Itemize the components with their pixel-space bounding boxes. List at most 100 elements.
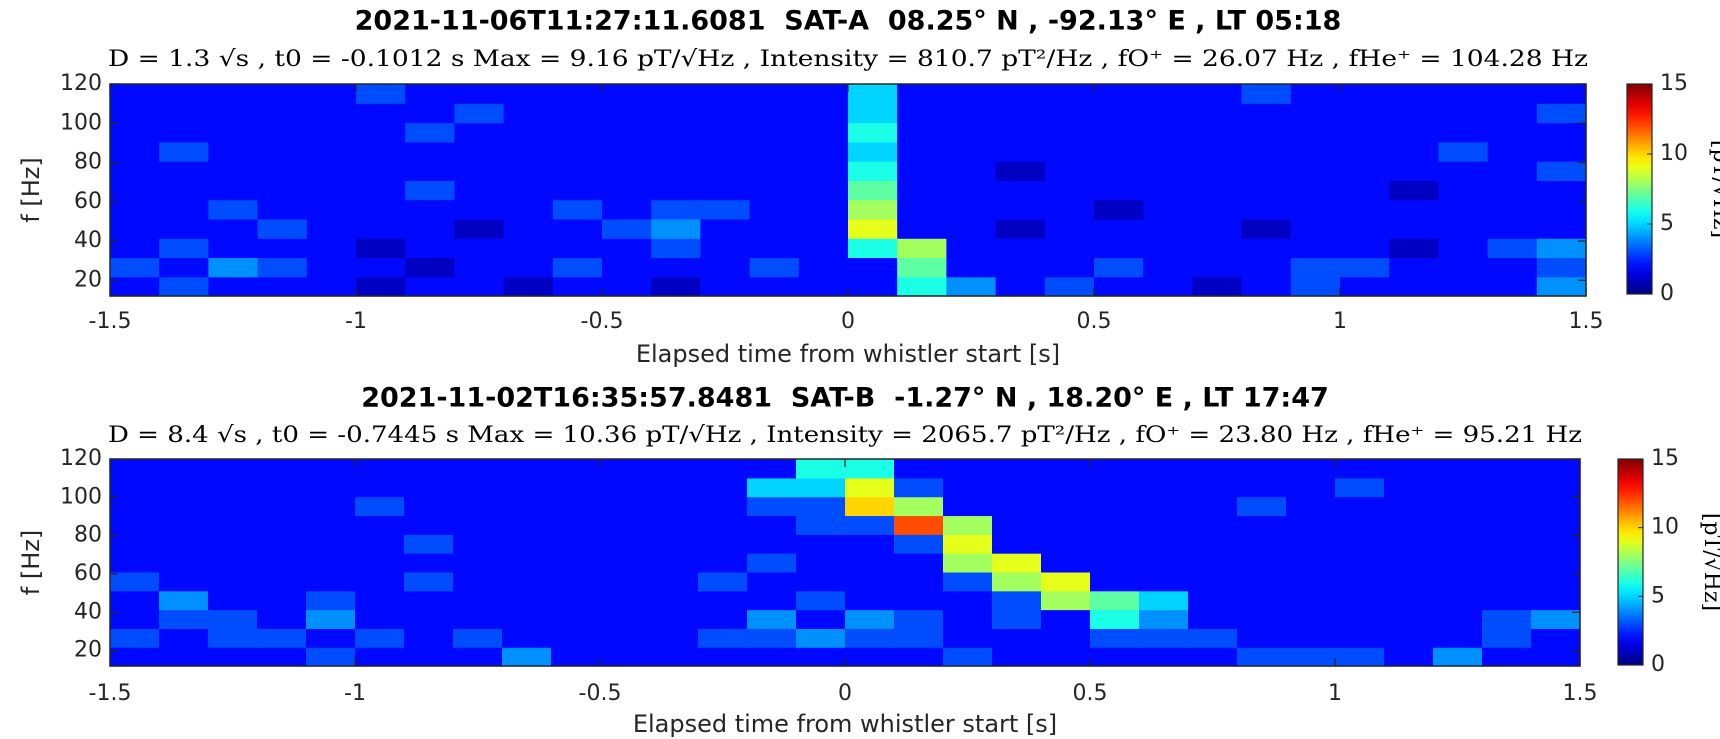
heatmap-cell	[453, 534, 503, 554]
heatmap-cell	[159, 122, 209, 143]
heatmap-cell	[355, 553, 405, 573]
heatmap-cell	[1139, 609, 1189, 629]
heatmap-cell	[503, 276, 554, 297]
heatmap-cell	[208, 571, 258, 592]
heatmap-cell	[552, 161, 603, 181]
heatmap-cell	[796, 628, 846, 648]
heatmap-cell	[1531, 534, 1581, 554]
heatmap-cell	[1531, 609, 1581, 629]
heatmap-cell	[159, 276, 209, 297]
heatmap-cell	[551, 459, 601, 479]
heatmap-cell	[796, 609, 846, 629]
heatmap-cell	[700, 238, 751, 259]
heatmap-cell	[1384, 553, 1434, 573]
heatmap-cell	[306, 141, 357, 162]
heatmap-cell	[405, 84, 455, 104]
heatmap-cell	[747, 647, 797, 667]
heatmap-cell	[600, 459, 650, 479]
heatmap-cell	[356, 199, 406, 220]
heatmap-cell	[257, 590, 307, 611]
heatmap-cell	[1094, 84, 1144, 104]
heatmap-cell	[1389, 141, 1439, 162]
heatmap-cell	[602, 161, 652, 181]
heatmap-cell	[1241, 161, 1292, 181]
heatmap-cell	[257, 141, 308, 162]
heatmap-cell	[306, 515, 356, 535]
heatmap-cell	[995, 257, 1046, 278]
heatmap-cell	[1237, 459, 1287, 479]
heatmap-cell	[208, 103, 259, 124]
heatmap-cell	[306, 534, 356, 554]
heatmap-cell	[110, 84, 160, 104]
heatmap-cell	[798, 218, 849, 239]
heatmap-cell	[845, 647, 895, 667]
heatmap-cell	[602, 103, 652, 124]
heatmap-cell	[306, 477, 356, 498]
heatmap-cell	[602, 180, 652, 201]
heatmap-cell	[1090, 609, 1140, 629]
heatmap-cell	[208, 276, 259, 297]
heatmap-cell	[257, 218, 308, 239]
heatmap-cell	[1340, 122, 1390, 143]
heatmap-cell	[1438, 180, 1489, 201]
heatmap-cell	[943, 647, 993, 667]
heatmap-cell	[503, 141, 554, 162]
heatmap-cell	[551, 477, 601, 498]
heatmap-cell	[355, 496, 405, 517]
heatmap-cell	[552, 103, 603, 124]
heatmap-cell	[897, 218, 947, 239]
heatmap-cell	[1290, 276, 1341, 297]
heatmap-cell	[1044, 161, 1095, 181]
heatmap-cell	[355, 609, 405, 629]
heatmap-cell	[747, 628, 797, 648]
heatmap-cell	[1433, 628, 1483, 648]
heatmap-cell	[1335, 459, 1385, 479]
heatmap-cell	[1290, 141, 1341, 162]
heatmap-cell	[1482, 571, 1532, 592]
heatmap-cell	[257, 647, 307, 667]
heatmap-cell	[649, 496, 699, 517]
heatmap-cell	[1192, 122, 1243, 143]
heatmap-cell	[110, 161, 160, 181]
heatmap-cell	[405, 161, 455, 181]
heatmap-cell	[700, 276, 751, 297]
heatmap-cell	[257, 257, 308, 278]
heatmap-cell	[651, 276, 701, 297]
heatmap-cell	[848, 199, 898, 220]
heatmap-cell	[600, 647, 650, 667]
heatmap-cell	[1335, 609, 1385, 629]
heatmap-cell	[208, 84, 259, 104]
heatmap-cell	[552, 180, 603, 201]
colorbar-tick-label: 0	[1660, 281, 1674, 306]
y-tick-label: 60	[74, 189, 102, 214]
heatmap-cell	[700, 180, 751, 201]
heatmap-cell	[306, 161, 357, 181]
heatmap-cell	[1487, 141, 1538, 162]
heatmap-cell	[1192, 257, 1243, 278]
heatmap-cell	[943, 609, 993, 629]
heatmap-cell	[796, 515, 846, 535]
heatmap-cell	[159, 590, 209, 611]
y-tick-label: 40	[74, 228, 102, 253]
heatmap-cell	[1094, 141, 1144, 162]
heatmap-cell	[551, 628, 601, 648]
heatmap-cell	[1237, 647, 1287, 667]
heatmap-cell	[1041, 590, 1091, 611]
heatmap-cell	[747, 496, 797, 517]
heatmap-cell	[159, 459, 209, 479]
heatmap-cell	[502, 590, 552, 611]
heatmap-cell	[845, 459, 895, 479]
heatmap-cell	[894, 459, 944, 479]
heatmap-cell	[454, 161, 505, 181]
heatmap-cell	[946, 122, 997, 143]
y-tick-label: 80	[74, 523, 102, 548]
heatmap-cell	[602, 141, 652, 162]
heatmap-cell	[502, 534, 552, 554]
heatmap-cell	[845, 571, 895, 592]
heatmap-cell	[453, 496, 503, 517]
x-tick-label: 1	[1333, 309, 1347, 334]
heatmap-cell	[1536, 257, 1587, 278]
heatmap-cell	[798, 161, 849, 181]
heatmap-cell	[845, 628, 895, 648]
colorbar-tick-label: 5	[1660, 211, 1674, 236]
